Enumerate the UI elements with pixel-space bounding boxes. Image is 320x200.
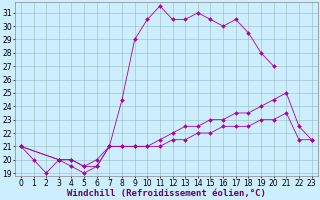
X-axis label: Windchill (Refroidissement éolien,°C): Windchill (Refroidissement éolien,°C) — [67, 189, 266, 198]
